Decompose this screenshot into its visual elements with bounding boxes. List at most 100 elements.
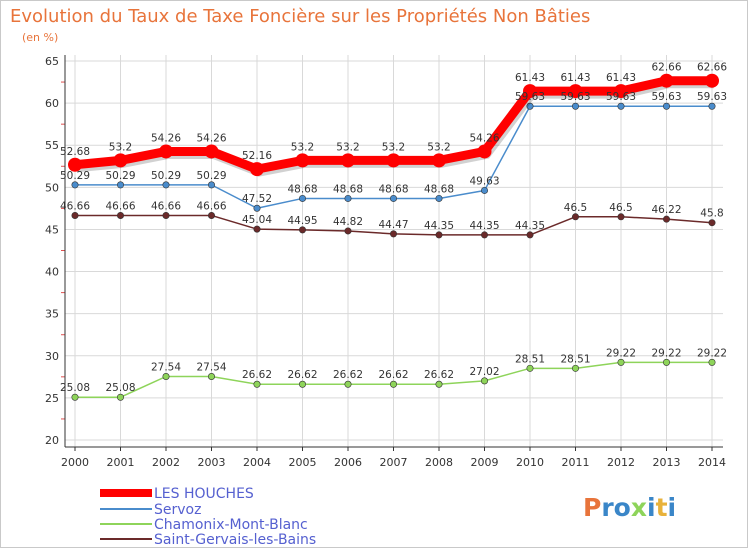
x-tick-label: 2006 xyxy=(334,456,362,469)
data-point xyxy=(71,393,79,401)
data-point xyxy=(389,230,397,238)
data-label: 59.63 xyxy=(697,91,727,103)
data-label: 26.62 xyxy=(242,369,272,381)
series-saint-gervais-les-bains xyxy=(71,211,716,239)
data-point xyxy=(71,181,79,189)
data-point xyxy=(159,144,173,159)
data-point xyxy=(113,153,128,168)
data-label: 29.22 xyxy=(606,347,636,359)
data-label: 54.26 xyxy=(151,132,181,144)
data-point xyxy=(523,84,537,99)
data-label: 44.95 xyxy=(287,215,317,227)
data-point xyxy=(526,364,534,372)
data-point xyxy=(386,153,401,168)
data-label: 46.22 xyxy=(651,204,681,216)
data-point xyxy=(68,157,82,172)
data-label: 44.82 xyxy=(333,216,363,228)
data-label: 54.26 xyxy=(196,132,226,144)
y-tick-label: 50 xyxy=(45,181,59,194)
data-point xyxy=(117,393,125,401)
data-label: 46.5 xyxy=(609,202,632,214)
data-point xyxy=(708,102,716,110)
data-point xyxy=(571,102,579,110)
legend-item-saint-gervais[interactable]: Saint-Gervais-les-Bains xyxy=(100,532,316,548)
data-point xyxy=(344,380,352,388)
data-label: 54.26 xyxy=(469,132,499,144)
data-label: 44.47 xyxy=(378,219,408,231)
data-label: 25.08 xyxy=(60,382,90,394)
data-label: 61.43 xyxy=(515,72,545,84)
data-point xyxy=(477,144,492,159)
data-point xyxy=(162,211,170,219)
data-label: 52.68 xyxy=(60,146,90,158)
y-tick-label: 20 xyxy=(45,434,59,447)
data-point xyxy=(435,380,443,388)
data-point xyxy=(208,181,216,189)
data-label: 59.63 xyxy=(515,91,545,103)
logo-letter: i xyxy=(647,493,656,522)
x-tick-label: 2001 xyxy=(107,456,135,469)
data-point xyxy=(708,358,716,366)
x-tick-label: 2012 xyxy=(607,456,635,469)
data-label: 61.43 xyxy=(606,72,636,84)
data-point xyxy=(435,231,443,239)
data-label: 46.66 xyxy=(105,200,135,212)
legend-label: Chamonix-Mont-Blanc xyxy=(154,517,308,533)
data-label: 48.68 xyxy=(424,183,454,195)
x-tick-label: 2011 xyxy=(562,456,590,469)
data-label: 46.66 xyxy=(196,200,226,212)
series-les-houches xyxy=(68,73,719,177)
data-point xyxy=(117,211,125,219)
grid xyxy=(65,55,723,447)
y-tick-label: 30 xyxy=(45,350,59,363)
legend-item-servoz[interactable]: Servoz xyxy=(100,502,201,518)
data-label: 29.22 xyxy=(651,347,681,359)
logo-letter: x xyxy=(631,493,647,522)
x-tick-label: 2004 xyxy=(243,456,271,469)
x-tick-label: 2007 xyxy=(380,456,408,469)
data-point xyxy=(617,213,625,221)
axes: 20 25 30 35 40 45 50 55 60 65 2000 2001 2002 2003 2004… xyxy=(45,55,726,469)
data-point xyxy=(344,227,352,235)
data-label: 48.68 xyxy=(333,183,363,195)
data-point xyxy=(298,226,306,234)
data-label: 28.51 xyxy=(560,353,590,365)
data-point xyxy=(295,153,310,168)
legend-label: Saint-Gervais-les-Bains xyxy=(154,532,316,548)
data-labels: 52.68 53.2 54.26 54.26 52.16 53.2 53.2 53.2 53.2… xyxy=(60,62,727,395)
data-label: 59.63 xyxy=(606,91,636,103)
legend: LES HOUCHES Servoz Chamonix-Mont-Blanc S… xyxy=(100,486,316,548)
x-tick-label: 2002 xyxy=(152,456,180,469)
data-label: 46.66 xyxy=(60,200,90,212)
legend-item-chamonix[interactable]: Chamonix-Mont-Blanc xyxy=(100,517,308,533)
data-point xyxy=(662,358,670,366)
legend-label: LES HOUCHES xyxy=(154,486,254,502)
data-label: 48.68 xyxy=(287,183,317,195)
data-point xyxy=(705,73,719,88)
data-point xyxy=(526,231,534,239)
data-point xyxy=(435,194,443,202)
data-point xyxy=(344,194,352,202)
data-label: 53.2 xyxy=(382,141,405,153)
x-tick-label: 2010 xyxy=(516,456,544,469)
data-point xyxy=(162,372,170,380)
data-label: 29.22 xyxy=(697,347,727,359)
data-label: 46.66 xyxy=(151,200,181,212)
data-point xyxy=(208,372,216,380)
data-label: 50.29 xyxy=(196,170,226,182)
data-label: 52.16 xyxy=(242,150,272,162)
y-tick-label: 25 xyxy=(45,392,59,405)
data-point xyxy=(617,102,625,110)
data-label: 59.63 xyxy=(651,91,681,103)
data-label: 53.2 xyxy=(291,141,314,153)
x-tick-label: 2014 xyxy=(698,456,726,469)
data-point xyxy=(298,380,306,388)
data-label: 45.8 xyxy=(700,208,723,220)
legend-item-les-houches[interactable]: LES HOUCHES xyxy=(100,486,254,502)
data-point xyxy=(253,204,261,212)
legend-label: Servoz xyxy=(154,502,201,518)
data-label: 53.2 xyxy=(427,141,450,153)
logo-letter: r xyxy=(601,493,614,522)
data-point xyxy=(480,231,488,239)
x-tick-label: 2005 xyxy=(289,456,317,469)
